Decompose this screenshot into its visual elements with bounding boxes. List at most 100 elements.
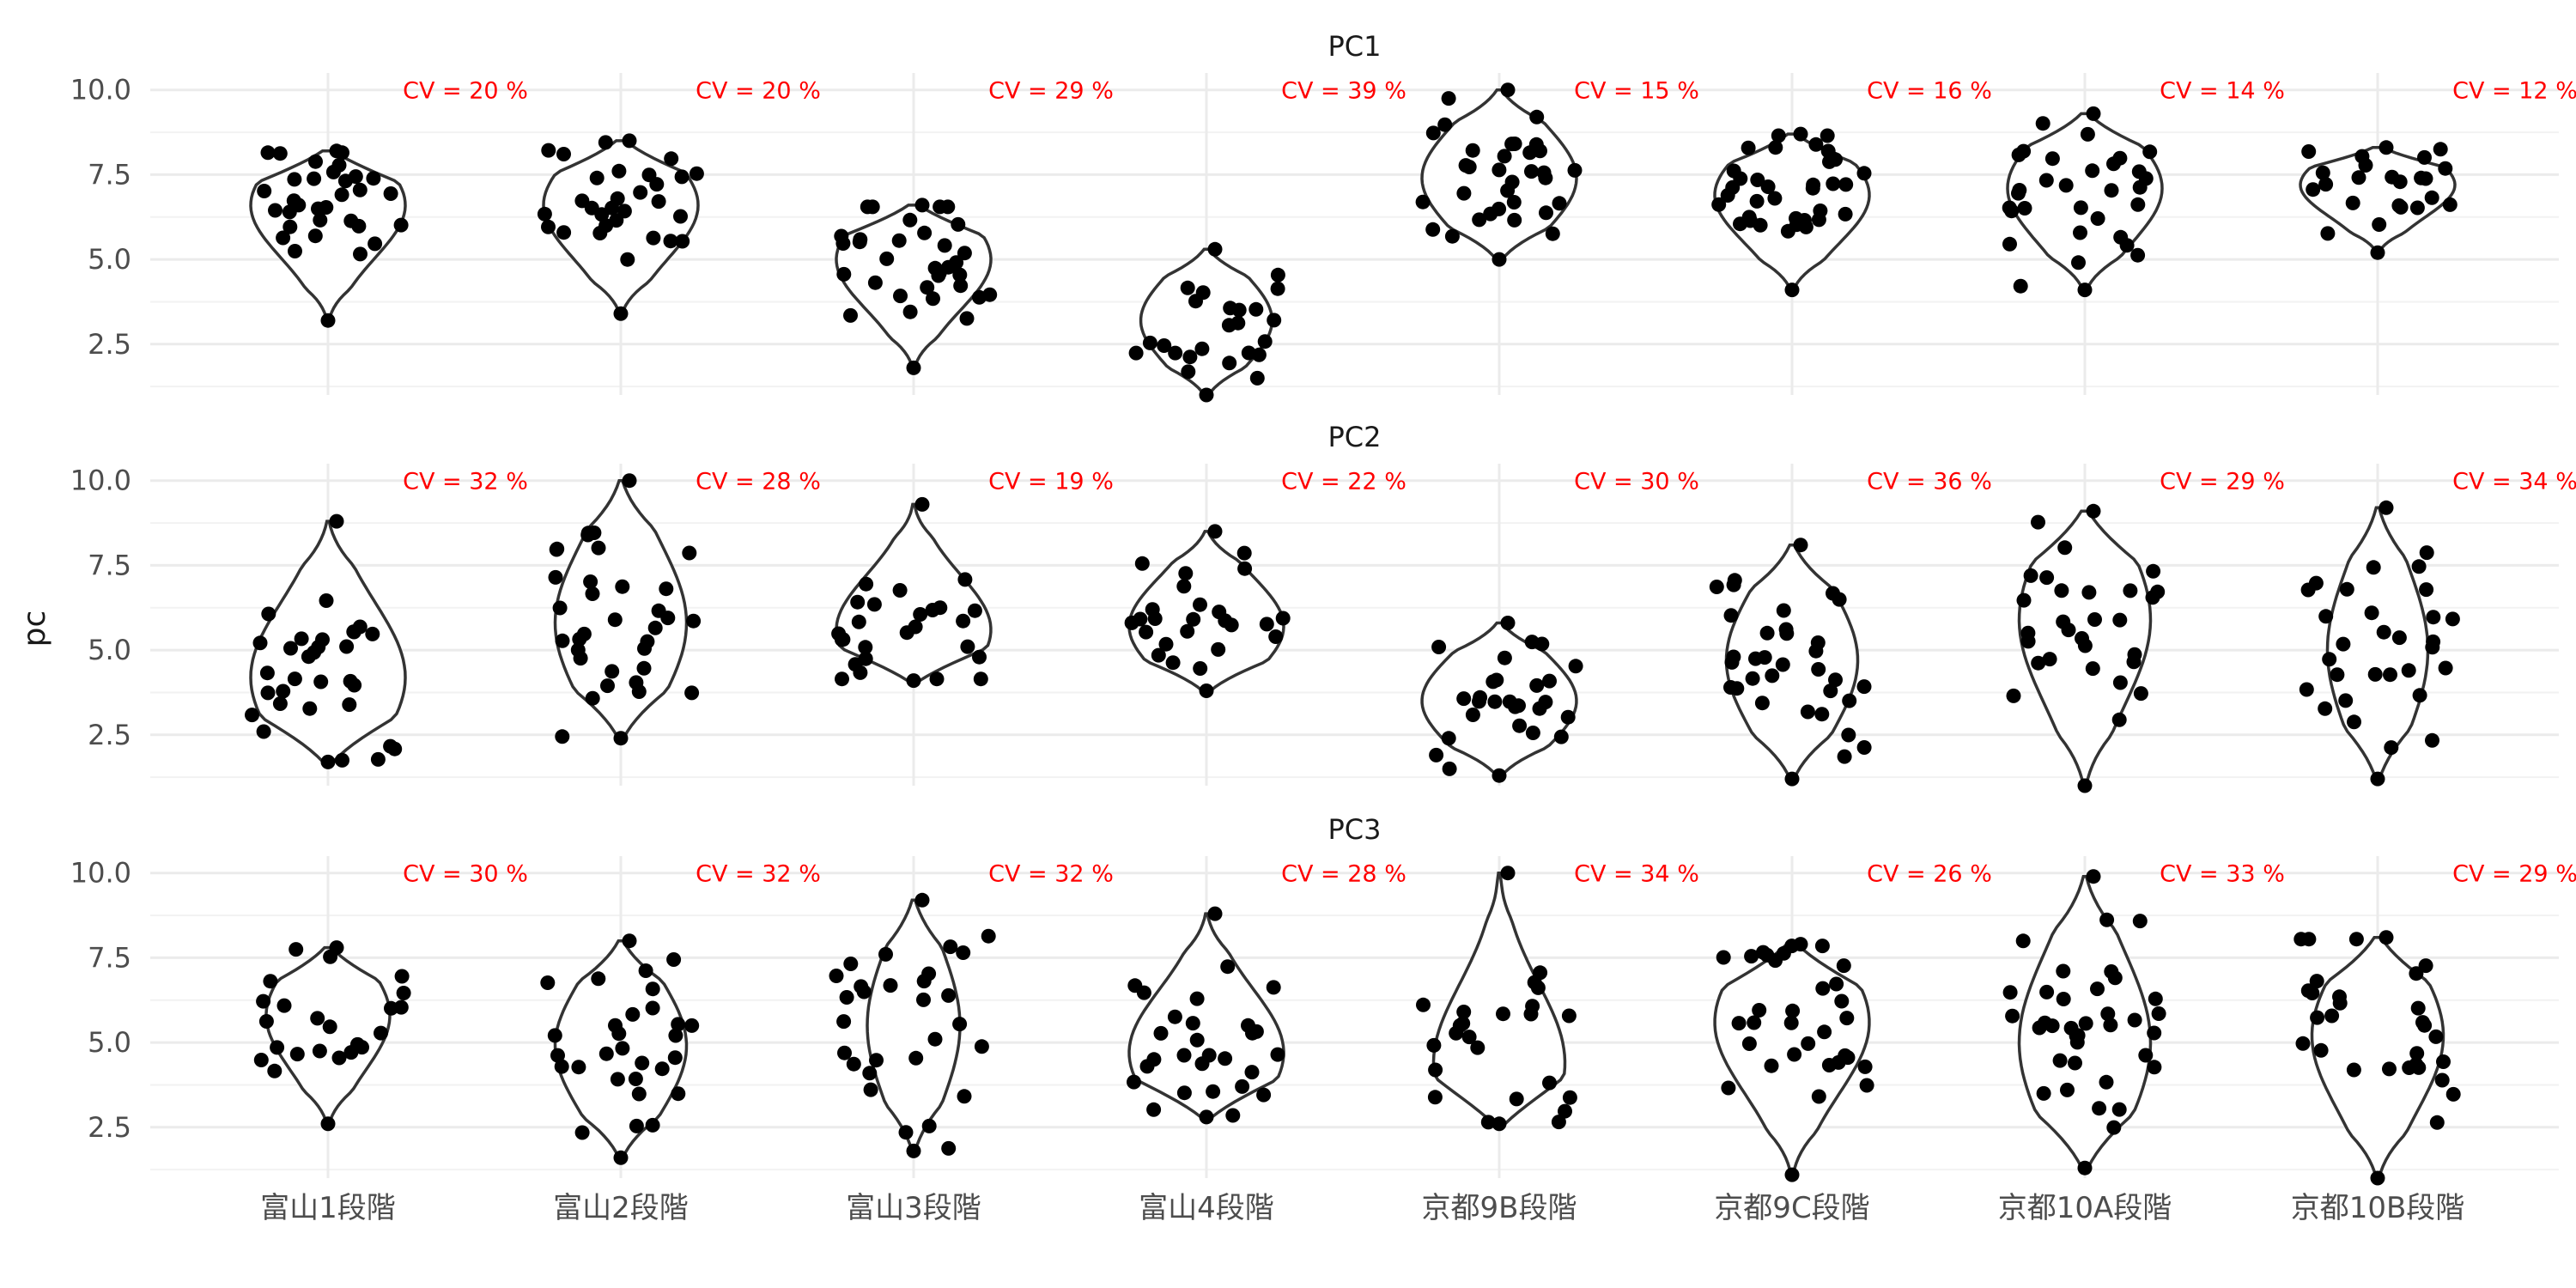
data-point [310, 1011, 325, 1026]
data-point [1783, 1015, 1799, 1030]
data-point [258, 1014, 274, 1029]
data-point [2056, 992, 2071, 1006]
data-point [916, 992, 931, 1007]
y-axis-label: pc [17, 611, 52, 647]
data-point [1441, 91, 1456, 106]
data-point [2372, 217, 2387, 232]
data-point [2039, 984, 2055, 999]
data-point [2002, 985, 2018, 1000]
data-point [1207, 906, 1223, 921]
data-point [633, 185, 648, 200]
data-point [2131, 164, 2147, 179]
data-point [1268, 629, 1284, 644]
data-point [1826, 176, 1841, 191]
data-point [1147, 611, 1163, 626]
data-point [1176, 1085, 1192, 1101]
data-point [906, 1143, 921, 1158]
data-point [2306, 182, 2321, 197]
data-point [613, 1150, 629, 1165]
data-point [589, 170, 605, 185]
data-point [836, 1014, 852, 1030]
data-point [1857, 1059, 1873, 1074]
data-point [2324, 1008, 2340, 1024]
data-point [645, 1117, 660, 1133]
data-point [352, 182, 368, 197]
data-point [613, 306, 629, 321]
data-point [1151, 647, 1166, 663]
data-point [2330, 667, 2345, 683]
data-point [666, 952, 682, 967]
violin-富山3段階 [866, 898, 962, 1153]
data-point [914, 892, 930, 908]
data-point [393, 217, 409, 233]
data-point [902, 304, 918, 319]
data-point [276, 230, 291, 246]
data-point [1165, 655, 1181, 671]
data-point [2002, 236, 2017, 252]
cv-label: CV = 12 % [2452, 78, 2576, 105]
data-point [2133, 686, 2148, 702]
cv-label: CV = 20 % [696, 78, 821, 105]
data-point [1856, 679, 1872, 695]
data-point [2409, 200, 2425, 216]
data-point [684, 685, 700, 701]
x-tick-label: 富山1段階 [260, 1191, 396, 1225]
data-point [862, 1066, 878, 1081]
data-point [2056, 614, 2071, 629]
data-point [1838, 177, 1854, 192]
data-point [843, 307, 858, 323]
data-point [631, 1086, 647, 1102]
data-point [302, 701, 318, 716]
data-point [2345, 195, 2360, 210]
data-point [854, 979, 869, 994]
data-point [2376, 624, 2391, 640]
violin-富山3段階 [835, 204, 993, 370]
data-point [1241, 1018, 1255, 1033]
data-point [1472, 212, 1487, 228]
data-point [1249, 301, 1264, 317]
data-point [268, 203, 283, 218]
data-point [2106, 1120, 2122, 1135]
data-point [1729, 681, 1745, 696]
data-point [2295, 1036, 2311, 1051]
data-point [956, 613, 971, 629]
data-point [1760, 179, 1776, 194]
data-point [917, 225, 933, 240]
data-point [541, 143, 556, 158]
data-point [1529, 109, 1545, 125]
data-point [1415, 194, 1431, 210]
data-point [1497, 149, 1512, 164]
data-point [1784, 283, 1800, 298]
y-tick-label: 7.5 [88, 549, 131, 581]
data-point [629, 1118, 644, 1133]
data-point [899, 625, 914, 641]
data-point [867, 275, 883, 290]
data-point [667, 1050, 683, 1066]
data-point [1492, 201, 1507, 216]
data-point [2428, 1029, 2444, 1044]
data-point [629, 675, 644, 690]
y-tick-label: 10.0 [70, 74, 131, 106]
data-point [2086, 869, 2101, 884]
data-point [921, 1118, 937, 1133]
data-point [312, 1043, 327, 1059]
x-tick-label: 富山2段階 [553, 1191, 689, 1225]
violin-富山4段階 [1127, 912, 1285, 1119]
data-point [1449, 1025, 1464, 1041]
data-point [2445, 611, 2460, 627]
data-point [1530, 980, 1546, 995]
data-point [383, 186, 398, 201]
data-point [974, 1039, 989, 1054]
data-point [1193, 661, 1208, 676]
data-point [1502, 694, 1517, 709]
panel-pc3: PC3 2.5 5.0 7.5 10.0 CV = 30 % CV = 32 % CV = 3… [70, 813, 2576, 1186]
data-point [933, 600, 948, 616]
data-point [343, 673, 358, 689]
data-point [943, 939, 958, 955]
data-point [550, 1048, 565, 1063]
violin-富山1段階 [264, 945, 392, 1126]
data-point [1496, 1006, 1510, 1022]
data-point [834, 228, 849, 244]
data-point [1456, 185, 1472, 201]
data-point [301, 649, 316, 665]
